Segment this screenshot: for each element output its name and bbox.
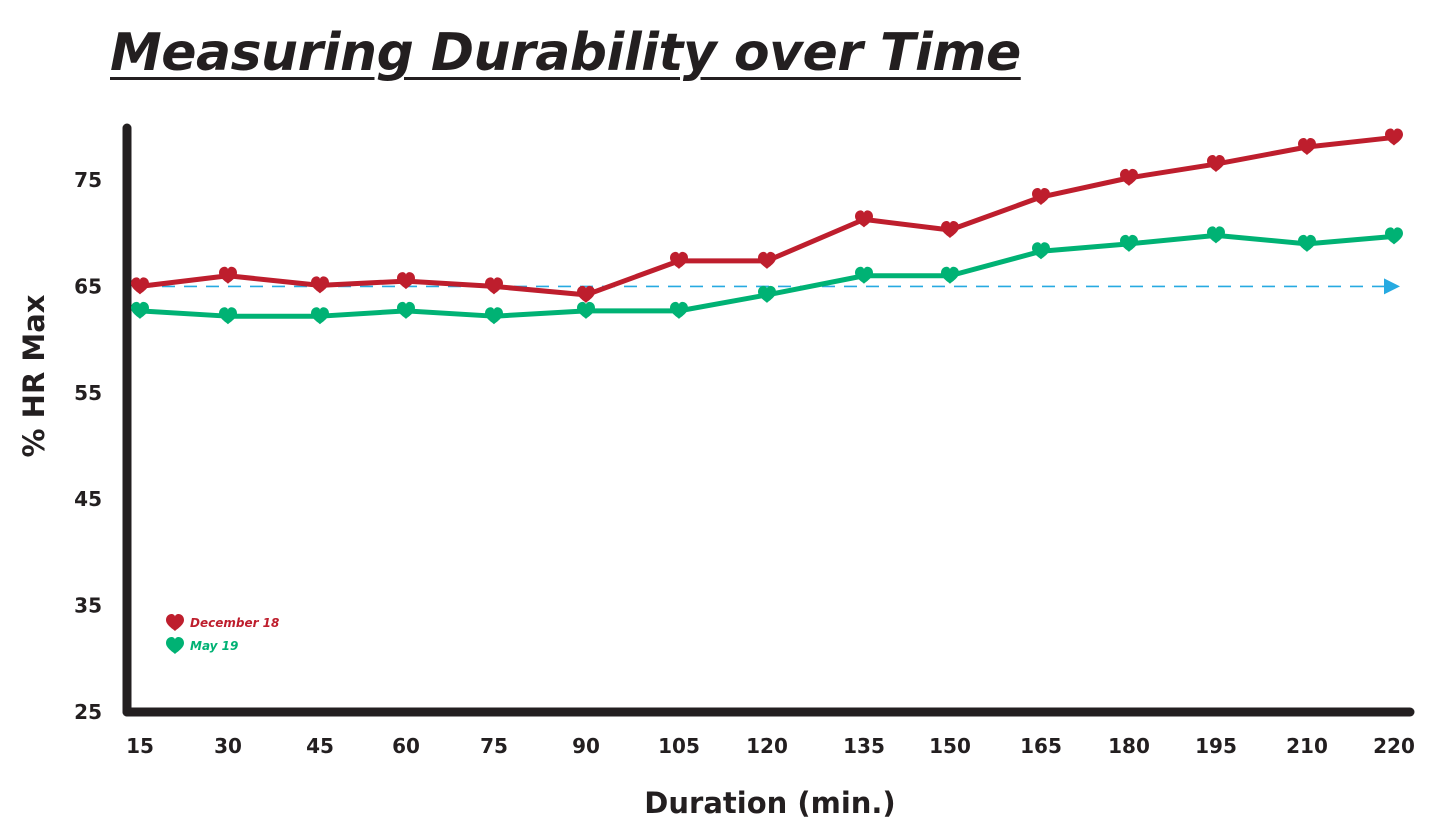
heart-marker-icon [311, 276, 329, 294]
heart-marker-icon [855, 210, 873, 228]
y-tick-label: 45 [74, 487, 102, 511]
heart-marker-icon [577, 301, 595, 319]
heart-marker-icon [485, 307, 503, 325]
y-tick-label: 55 [74, 381, 102, 405]
heart-marker-icon [941, 221, 959, 239]
x-tick-label: 195 [1195, 734, 1237, 758]
series-0 [131, 128, 1403, 303]
legend-heart-icon [166, 614, 184, 631]
heart-marker-icon [758, 251, 776, 269]
y-tick-label: 25 [74, 700, 102, 724]
x-tick-label: 75 [480, 734, 508, 758]
legend-label: December 18 [190, 616, 279, 630]
x-axis-title: Duration (min.) [644, 786, 895, 820]
x-tick-label: 105 [658, 734, 700, 758]
x-tick-label: 210 [1286, 734, 1328, 758]
legend-heart-icon [166, 637, 184, 654]
x-tick-label: 220 [1373, 734, 1415, 758]
heart-marker-icon [397, 301, 415, 319]
heart-marker-icon [131, 277, 149, 295]
heart-marker-icon [131, 301, 149, 319]
series-line [137, 134, 1397, 298]
x-tick-label: 165 [1020, 734, 1062, 758]
x-tick-label: 45 [306, 734, 334, 758]
reference-arrow-icon [1384, 278, 1400, 295]
heart-marker-icon [1120, 168, 1138, 186]
heart-marker-icon [1298, 138, 1316, 156]
x-tick-label: 150 [929, 734, 971, 758]
heart-marker-icon [485, 277, 503, 295]
x-tick-label: 120 [746, 734, 788, 758]
series-line [137, 232, 1397, 319]
y-tick-label: 35 [74, 594, 102, 618]
heart-marker-icon [758, 285, 776, 303]
heart-marker-icon [577, 285, 595, 303]
heart-marker-icon [1385, 227, 1403, 245]
heart-marker-icon [1298, 234, 1316, 252]
chart-title: Measuring Durability over Time [110, 23, 1021, 83]
legend-label: May 19 [190, 639, 238, 653]
heart-marker-icon [670, 251, 688, 269]
heart-marker-icon [1207, 155, 1225, 173]
x-tick-label: 90 [572, 734, 600, 758]
heart-marker-icon [670, 301, 688, 319]
x-tick-label: 15 [126, 734, 154, 758]
heart-marker-icon [1032, 242, 1050, 260]
heart-marker-icon [1032, 188, 1050, 206]
heart-marker-icon [1120, 234, 1138, 252]
x-tick-label: 60 [392, 734, 420, 758]
legend-item: December 18 [166, 614, 279, 631]
heart-marker-icon [311, 307, 329, 325]
x-tick-label: 30 [214, 734, 242, 758]
series-1 [131, 226, 1403, 325]
legend-item: May 19 [166, 637, 238, 654]
heart-marker-icon [941, 266, 959, 284]
heart-marker-icon [1385, 128, 1403, 146]
x-tick-label: 135 [843, 734, 885, 758]
heart-marker-icon [219, 266, 237, 284]
heart-marker-icon [1207, 226, 1225, 244]
heart-marker-icon [855, 266, 873, 284]
x-tick-label: 180 [1108, 734, 1150, 758]
y-tick-label: 65 [74, 274, 102, 298]
y-tick-label: 75 [74, 168, 102, 192]
heart-marker-icon [219, 307, 237, 325]
y-axis-title: % HR Max [17, 294, 51, 457]
